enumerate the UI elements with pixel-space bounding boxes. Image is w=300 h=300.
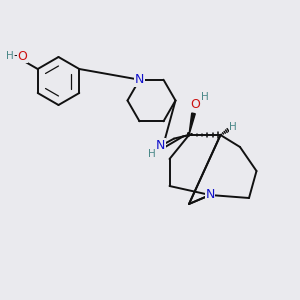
Text: O: O [190,98,200,112]
Text: N: N [205,188,215,202]
Text: O: O [17,50,27,63]
Text: H: H [229,122,237,133]
Polygon shape [189,113,195,135]
Text: -: - [14,49,18,62]
Text: H: H [148,149,156,159]
Text: H: H [201,92,209,102]
Text: H: H [6,51,14,61]
Text: N: N [156,139,165,152]
Text: N: N [135,73,144,86]
